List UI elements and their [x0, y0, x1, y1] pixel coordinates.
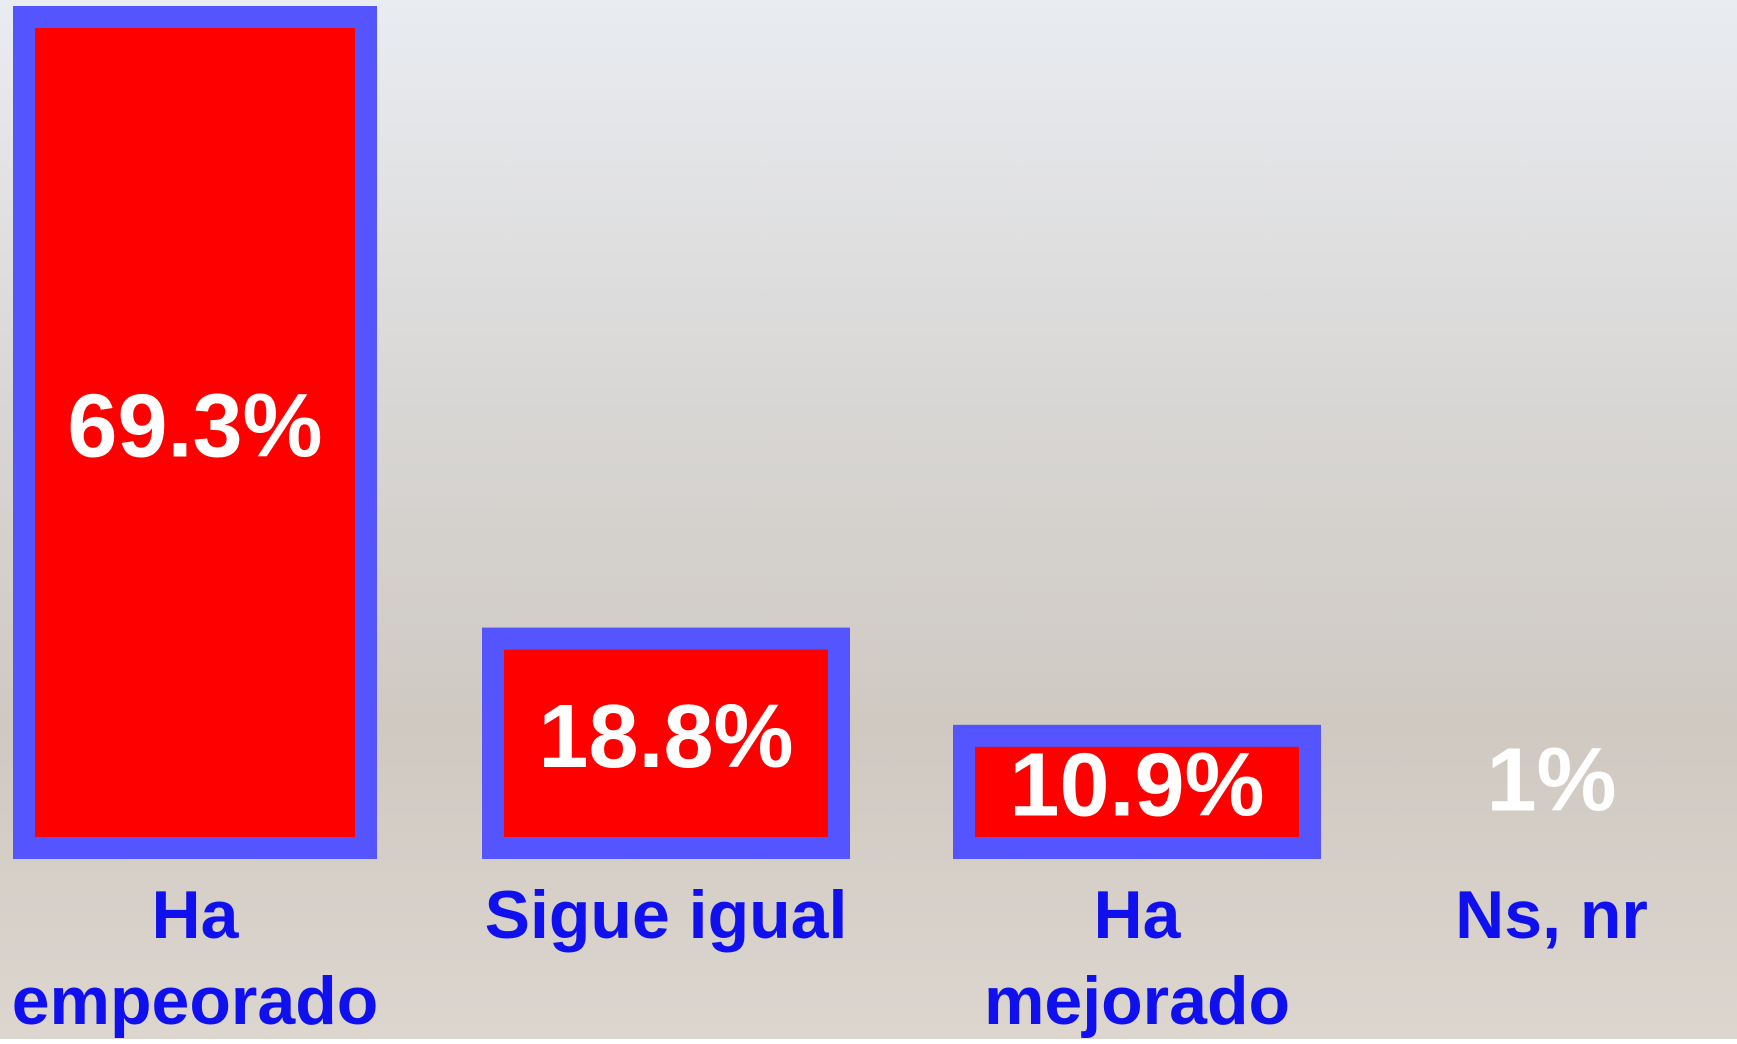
category-label: Sigue igual [476, 872, 856, 958]
value-label: 18.8% [538, 687, 793, 787]
value-label: 10.9% [1009, 736, 1264, 836]
category-label: Ha empeorado [5, 872, 385, 1044]
value-label: 1% [1486, 730, 1616, 830]
category-label: Ha mejorado [947, 872, 1327, 1044]
category-label: Ns, nr [1362, 872, 1737, 958]
value-label: 69.3% [67, 376, 322, 476]
